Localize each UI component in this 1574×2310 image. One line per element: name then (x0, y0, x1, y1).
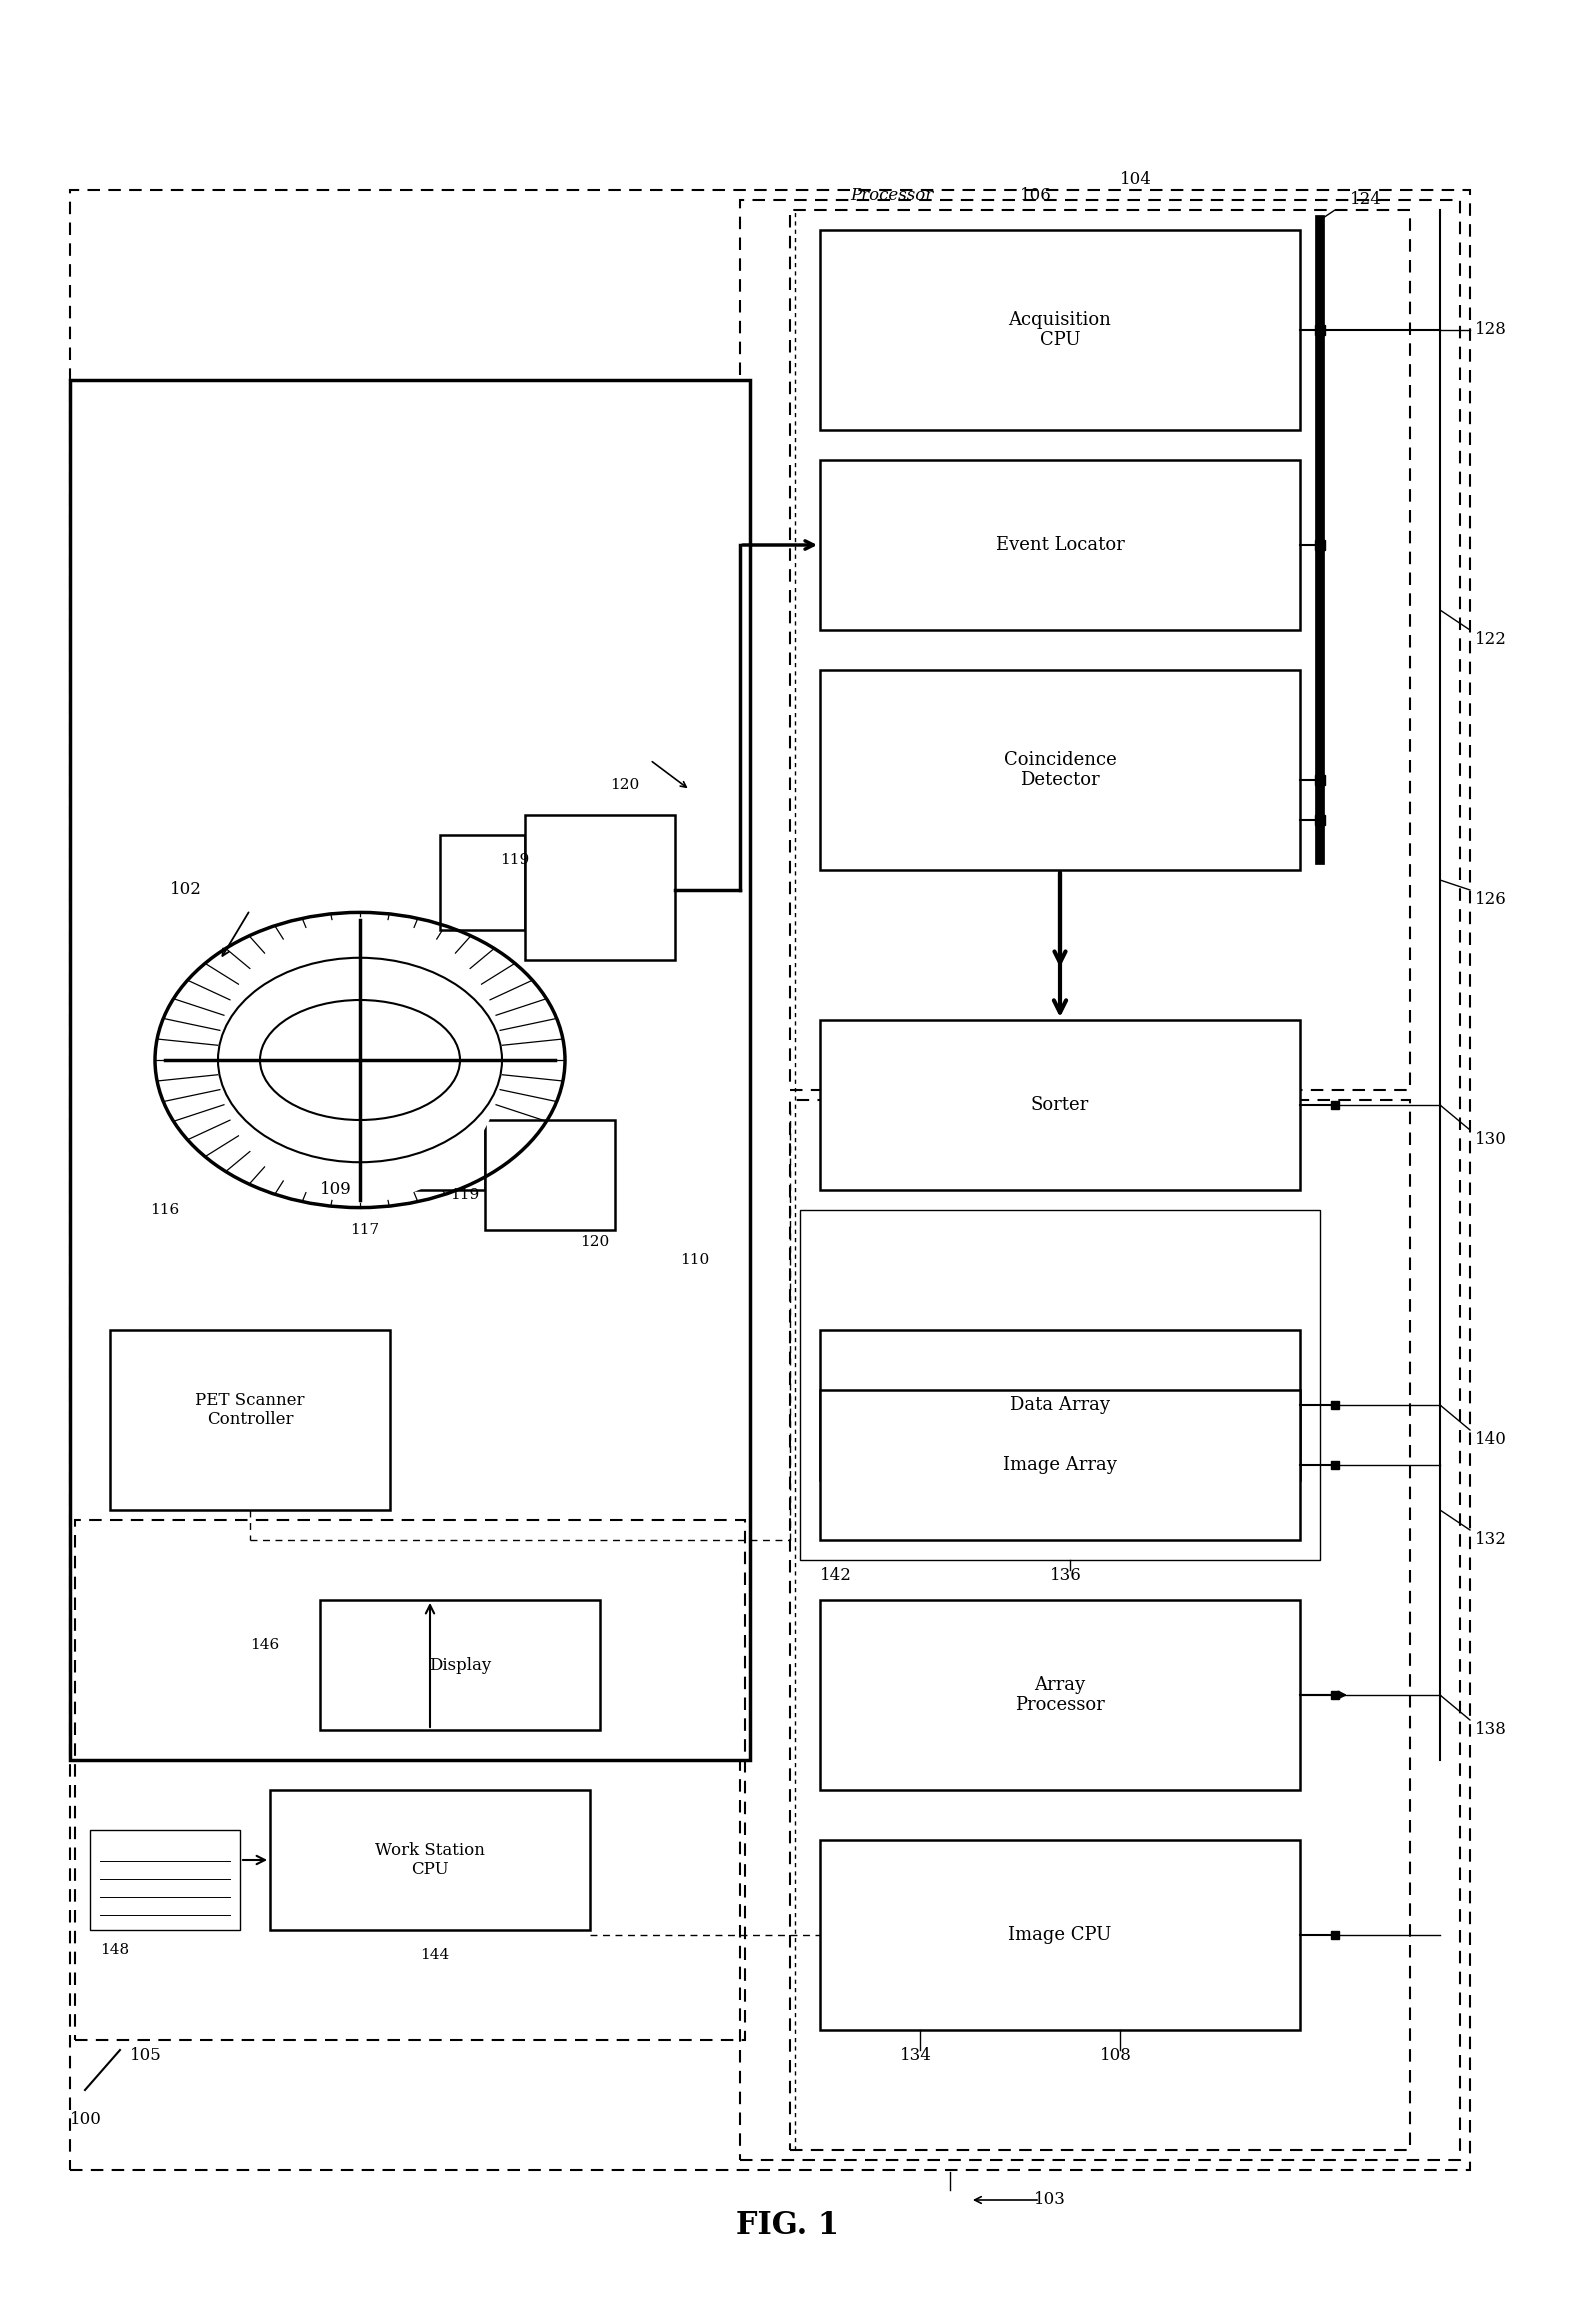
Bar (820, 670, 1300, 871)
Bar (90, 1830, 239, 1929)
Text: 144: 144 (420, 1947, 449, 1961)
Text: 105: 105 (131, 2047, 162, 2063)
Bar (441, 834, 526, 931)
Text: 119: 119 (501, 852, 529, 866)
Text: 109: 109 (320, 1180, 351, 1199)
Text: 104: 104 (1121, 171, 1152, 189)
Bar (790, 1100, 1410, 2151)
Text: Acquisition
CPU: Acquisition CPU (1009, 310, 1111, 349)
Text: 132: 132 (1475, 1532, 1506, 1548)
Text: PET Scanner
Controller: PET Scanner Controller (195, 1391, 305, 1428)
Text: 102: 102 (170, 882, 201, 899)
Text: Image Array: Image Array (1003, 1455, 1118, 1474)
Text: 110: 110 (680, 1252, 710, 1266)
Bar (69, 189, 1470, 2169)
Text: 120: 120 (579, 1236, 609, 1250)
Text: Sorter: Sorter (1031, 1095, 1089, 1113)
Text: 119: 119 (450, 1187, 478, 1201)
Bar (110, 1331, 390, 1511)
Text: Work Station
CPU: Work Station CPU (375, 1841, 485, 1878)
Text: 142: 142 (820, 1566, 852, 1582)
Text: 100: 100 (69, 2111, 102, 2128)
Text: 117: 117 (349, 1222, 379, 1236)
Text: 108: 108 (1100, 2047, 1132, 2063)
Bar (820, 231, 1300, 430)
Bar (320, 1601, 600, 1730)
Bar (820, 1331, 1300, 1481)
Bar (740, 201, 1461, 2160)
Text: 146: 146 (250, 1638, 279, 1652)
Text: 130: 130 (1475, 1132, 1506, 1148)
Bar (790, 210, 1410, 1090)
Text: Event Locator: Event Locator (996, 536, 1124, 554)
Text: Coincidence
Detector: Coincidence Detector (1004, 751, 1116, 790)
Text: 134: 134 (900, 2047, 932, 2063)
Bar (409, 1120, 485, 1190)
Text: 140: 140 (1475, 1432, 1506, 1448)
Bar (820, 1601, 1300, 1790)
Text: 122: 122 (1475, 631, 1506, 649)
Text: Data Array: Data Array (1011, 1395, 1110, 1414)
Text: Processor: Processor (850, 187, 933, 203)
Bar (526, 815, 675, 961)
Text: Array
Processor: Array Processor (1015, 1675, 1105, 1714)
Circle shape (219, 917, 502, 1201)
Text: FIG. 1: FIG. 1 (735, 2208, 839, 2241)
Bar (800, 1210, 1321, 1559)
Text: Image CPU: Image CPU (1009, 1927, 1111, 1945)
Text: 124: 124 (1350, 192, 1382, 208)
Text: 136: 136 (1050, 1566, 1081, 1582)
Bar (271, 1790, 590, 1929)
Text: 148: 148 (101, 1943, 129, 1957)
Bar (820, 1391, 1300, 1541)
Text: 106: 106 (1020, 187, 1051, 203)
Text: 126: 126 (1475, 892, 1506, 908)
Text: 128: 128 (1475, 321, 1506, 340)
Bar (820, 460, 1300, 631)
Bar (69, 381, 749, 1760)
Bar (76, 1520, 745, 2040)
Text: 116: 116 (150, 1204, 179, 1217)
Text: Display: Display (428, 1656, 491, 1672)
Text: 103: 103 (1034, 2192, 1066, 2208)
Bar (820, 1841, 1300, 2030)
Bar (820, 1021, 1300, 1190)
Text: 138: 138 (1475, 1721, 1506, 1739)
Text: 120: 120 (611, 778, 639, 792)
Bar (485, 1120, 615, 1229)
